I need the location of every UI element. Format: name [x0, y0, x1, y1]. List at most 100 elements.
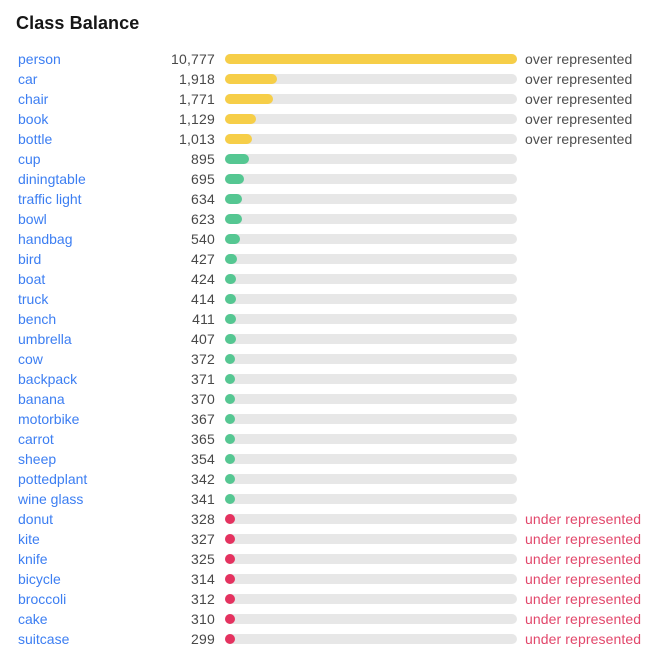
class-row: bowl 623: [16, 209, 668, 229]
bar: [225, 474, 235, 484]
class-row: cup 895: [16, 149, 668, 169]
status-label: over represented: [525, 71, 633, 87]
bar: [225, 314, 236, 324]
bar: [225, 454, 235, 464]
class-link[interactable]: cup: [18, 151, 41, 167]
bar-track: [225, 574, 517, 584]
class-count: 1,013: [178, 131, 215, 147]
class-link[interactable]: bowl: [18, 211, 47, 227]
class-link[interactable]: truck: [18, 291, 49, 307]
class-row: person 10,777 over represented: [16, 49, 668, 69]
bar: [225, 414, 235, 424]
class-link[interactable]: diningtable: [18, 171, 86, 187]
class-row: diningtable 695: [16, 169, 668, 189]
bar: [225, 634, 235, 644]
class-link[interactable]: kite: [18, 531, 40, 547]
class-link[interactable]: carrot: [18, 431, 54, 447]
class-link[interactable]: person: [18, 51, 61, 67]
bar: [225, 594, 235, 604]
class-link[interactable]: broccoli: [18, 591, 67, 607]
bar-track: [225, 634, 517, 644]
class-row: banana 370: [16, 389, 668, 409]
status-label: over represented: [525, 91, 633, 107]
class-link[interactable]: cow: [18, 351, 43, 367]
class-count: 695: [191, 171, 215, 187]
class-link[interactable]: suitcase: [18, 631, 70, 647]
bar-track: [225, 354, 517, 364]
bar-track: [225, 474, 517, 484]
class-link[interactable]: wine glass: [18, 491, 84, 507]
class-row: bottle 1,013 over represented: [16, 129, 668, 149]
class-link[interactable]: car: [18, 71, 38, 87]
status-label: under represented: [525, 591, 642, 607]
bar-track: [225, 314, 517, 324]
class-link[interactable]: bottle: [18, 131, 53, 147]
bar-track: [225, 74, 517, 84]
class-link[interactable]: handbag: [18, 231, 73, 247]
class-count: 540: [191, 231, 215, 247]
bar: [225, 294, 236, 304]
class-row: truck 414: [16, 289, 668, 309]
bar: [225, 114, 256, 124]
class-link[interactable]: donut: [18, 511, 54, 527]
class-count: 314: [191, 571, 215, 587]
class-count: 634: [191, 191, 215, 207]
class-link[interactable]: motorbike: [18, 411, 80, 427]
status-label: under represented: [525, 571, 642, 587]
bar: [225, 254, 237, 264]
bar: [225, 94, 273, 104]
class-row: kite 327 under represented: [16, 529, 668, 549]
class-row: broccoli 312 under represented: [16, 589, 668, 609]
bar: [225, 554, 235, 564]
class-link[interactable]: sheep: [18, 451, 57, 467]
class-link[interactable]: backpack: [18, 371, 78, 387]
class-link[interactable]: bicycle: [18, 571, 61, 587]
bar-track: [225, 94, 517, 104]
class-count: 414: [191, 291, 215, 307]
class-count: 310: [191, 611, 215, 627]
bar: [225, 514, 235, 524]
class-link[interactable]: cake: [18, 611, 48, 627]
class-count: 10,777: [170, 51, 215, 67]
bar: [225, 334, 236, 344]
class-count: 341: [191, 491, 215, 507]
class-row: book 1,129 over represented: [16, 109, 668, 129]
class-row: traffic light 634: [16, 189, 668, 209]
status-label: under represented: [525, 551, 642, 567]
bar-track: [225, 134, 517, 144]
bar: [225, 534, 235, 544]
bar-track: [225, 554, 517, 564]
class-count: 354: [191, 451, 215, 467]
bar-track: [225, 594, 517, 604]
bar-track: [225, 294, 517, 304]
class-row: bench 411: [16, 309, 668, 329]
class-link[interactable]: umbrella: [18, 331, 72, 347]
bar-track: [225, 514, 517, 524]
status-label: under represented: [525, 531, 642, 547]
class-link[interactable]: traffic light: [18, 191, 82, 207]
bar: [225, 494, 235, 504]
class-row: chair 1,771 over represented: [16, 89, 668, 109]
class-count: 370: [191, 391, 215, 407]
class-link[interactable]: pottedplant: [18, 471, 88, 487]
class-count: 367: [191, 411, 215, 427]
status-label: over represented: [525, 131, 633, 147]
class-link[interactable]: knife: [18, 551, 48, 567]
bar: [225, 54, 517, 64]
bar: [225, 574, 235, 584]
class-link[interactable]: boat: [18, 271, 46, 287]
class-count: 411: [192, 311, 215, 327]
class-count: 427: [191, 251, 215, 267]
class-row: carrot 365: [16, 429, 668, 449]
class-count: 327: [191, 531, 215, 547]
class-link[interactable]: book: [18, 111, 49, 127]
bar-track: [225, 394, 517, 404]
class-link[interactable]: bird: [18, 251, 42, 267]
class-link[interactable]: chair: [18, 91, 49, 107]
class-row: suitcase 299 under represented: [16, 629, 668, 649]
bar-track: [225, 534, 517, 544]
class-link[interactable]: bench: [18, 311, 57, 327]
bar-track: [225, 414, 517, 424]
bar-track: [225, 374, 517, 384]
class-link[interactable]: banana: [18, 391, 65, 407]
